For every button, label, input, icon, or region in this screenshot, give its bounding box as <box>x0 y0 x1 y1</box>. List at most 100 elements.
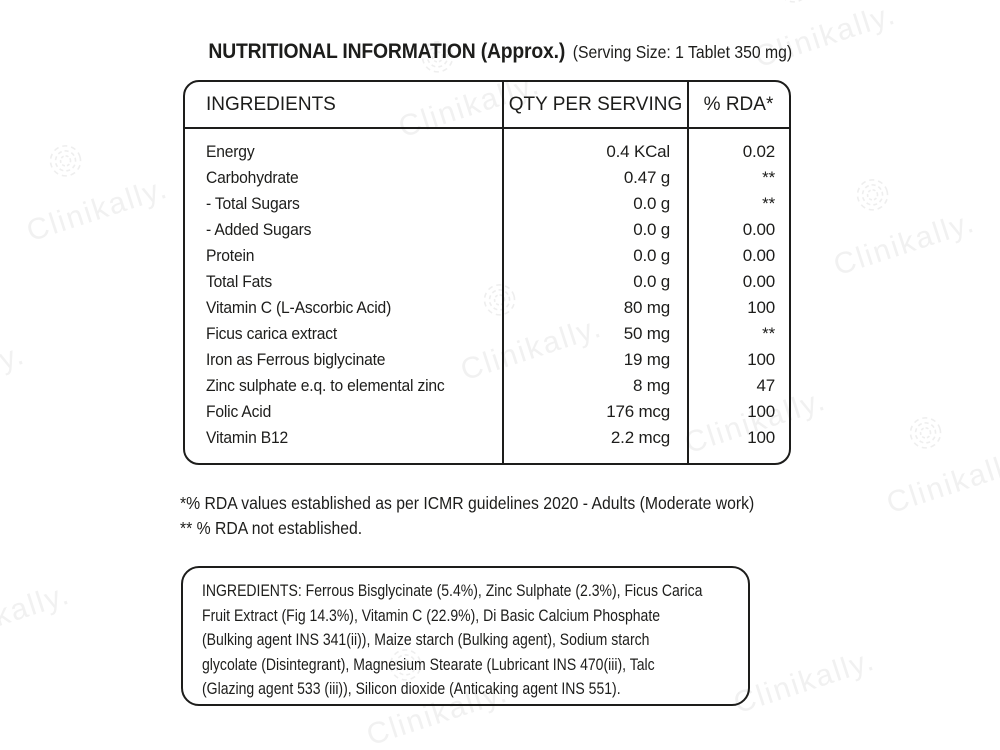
ingredient-name: Vitamin B12 <box>185 428 503 448</box>
ingredient-name-text: - Total Sugars <box>206 194 300 213</box>
table-row: Zinc sulphate e.q. to elemental zinc 8 m… <box>185 373 789 399</box>
ingredient-name-text: Folic Acid <box>206 402 272 421</box>
clinikally-logo-icon <box>49 145 82 177</box>
footnotes: *% RDA values established as per ICMR gu… <box>180 491 818 540</box>
table-row: Carbohydrate 0.47 g ** <box>185 165 789 191</box>
table-row: Folic Acid 176 mcg 100 <box>185 399 789 425</box>
ingredient-name-text: Energy <box>206 142 255 161</box>
table-row: Vitamin C (L-Ascorbic Acid) 80 mg 100 <box>185 295 789 321</box>
col-header-ingredients: INGREDIENTS <box>206 93 336 115</box>
table-row: Energy 0.4 KCal 0.02 <box>185 139 789 165</box>
table-row: Total Fats 0.0 g 0.00 <box>185 269 789 295</box>
ingredient-name: Energy <box>185 142 503 162</box>
rda-value: 0.00 <box>742 272 775 291</box>
column-divider-2 <box>687 82 689 463</box>
col-header-qty-per-serving: QTY PER SERVING <box>508 93 683 115</box>
ingredient-name: Ficus carica extract <box>185 324 503 344</box>
watermark: Clinikally. <box>363 649 513 750</box>
ingredient-name-text: Vitamin C (L-Ascorbic Acid) <box>206 298 392 317</box>
qty-value: 0.0 g <box>633 220 670 239</box>
rda-value: 100 <box>747 402 775 421</box>
clinikally-logo-icon <box>421 41 454 73</box>
rda-value: 0.00 <box>742 246 775 265</box>
watermark-text: Clinikally. <box>829 205 980 283</box>
ingredient-name: Iron as Ferrous biglycinate <box>185 350 503 370</box>
table-row: - Added Sugars 0.0 g 0.00 <box>185 217 789 243</box>
ingredient-name: - Added Sugars <box>185 220 503 240</box>
rda-value: 100 <box>747 298 775 317</box>
ingredient-name-text: Zinc sulphate e.q. to elemental zinc <box>206 376 445 395</box>
rda-value: ** <box>762 324 775 343</box>
table-header-row: INGREDIENTS QTY PER SERVING % RDA* <box>185 82 789 129</box>
clinikally-logo-icon <box>856 179 889 211</box>
nutrition-table: INGREDIENTS QTY PER SERVING % RDA* Energ… <box>183 80 791 465</box>
ingredient-name-text: Iron as Ferrous biglycinate <box>206 350 386 369</box>
watermark-text: Clinikally. <box>0 337 30 415</box>
ingredient-name: Carbohydrate <box>185 168 503 188</box>
qty-value: 0.4 KCal <box>606 142 670 161</box>
ingredient-name: Vitamin C (L-Ascorbic Acid) <box>185 298 503 318</box>
qty-value: 80 mg <box>623 298 670 317</box>
table-row: Iron as Ferrous biglycinate 19 mg 100 <box>185 347 789 373</box>
ingredient-name-text: - Added Sugars <box>206 220 312 239</box>
watermark: Clinikally. <box>0 338 30 416</box>
rda-value: 47 <box>756 376 775 395</box>
col-header-rda: % RDA* <box>703 93 774 115</box>
qty-value: 0.47 g <box>623 168 670 187</box>
ingredient-name: Total Fats <box>185 272 503 292</box>
clinikally-logo-icon <box>909 417 942 449</box>
rda-value: 0.00 <box>742 220 775 239</box>
watermark: Clinikally. <box>730 644 880 722</box>
rda-value: ** <box>762 168 775 187</box>
ingredient-name-text: Ficus carica extract <box>206 324 338 343</box>
qty-value: 19 mg <box>623 350 670 369</box>
ingredient-name: Zinc sulphate e.q. to elemental zinc <box>185 376 503 396</box>
qty-value: 8 mg <box>633 376 670 395</box>
footnote-line: ** % RDA not established. <box>180 516 818 541</box>
watermark: Clinikally. <box>395 41 545 146</box>
watermark: Clinikally. <box>0 578 75 656</box>
ingredients-text: INGREDIENTS: Ferrous Bisglycinate (5.4%)… <box>202 582 703 699</box>
ingredient-name-text: Carbohydrate <box>206 168 299 187</box>
watermark: Clinikally. <box>22 145 173 250</box>
rda-value: 0.02 <box>742 142 775 161</box>
watermark-text: Clinikally. <box>882 443 1000 521</box>
qty-value: 50 mg <box>623 324 670 343</box>
rda-value: 100 <box>747 428 775 447</box>
footnote-rda-not-established: ** % RDA not established. <box>180 517 363 538</box>
clinikally-logo-icon <box>389 649 422 681</box>
page-title: NUTRITIONAL INFORMATION (Approx.) <box>208 39 565 63</box>
title-row: NUTRITIONAL INFORMATION (Approx.) (Servi… <box>0 39 1000 64</box>
watermark-text: Clinikally. <box>22 171 173 249</box>
footnote-rda-established: *% RDA values established as per ICMR gu… <box>180 493 755 513</box>
footnote-line: *% RDA values established as per ICMR gu… <box>180 491 818 516</box>
qty-value: 0.0 g <box>633 246 670 265</box>
table-body: Energy 0.4 KCal 0.02 Carbohydrate 0.47 g… <box>185 129 789 451</box>
table-row: - Total Sugars 0.0 g ** <box>185 191 789 217</box>
qty-value: 2.2 mcg <box>610 428 670 447</box>
qty-value: 0.0 g <box>633 272 670 291</box>
table-row: Vitamin B12 2.2 mcg 100 <box>185 425 789 451</box>
watermark: Clinikally. <box>829 179 980 284</box>
ingredient-name: Folic Acid <box>185 402 503 422</box>
rda-value: 100 <box>747 350 775 369</box>
qty-value: 0.0 g <box>633 194 670 213</box>
watermark: Clinikally. <box>882 417 1000 522</box>
ingredient-name-text: Protein <box>206 246 255 265</box>
ingredient-name: - Total Sugars <box>185 194 503 214</box>
ingredient-name: Protein <box>185 246 503 266</box>
serving-size-note: (Serving Size: 1 Tablet 350 mg) <box>572 42 792 62</box>
clinikally-logo-icon <box>777 0 810 3</box>
column-divider-1 <box>502 82 504 463</box>
ingredient-name-text: Vitamin B12 <box>206 428 289 447</box>
title-inner: NUTRITIONAL INFORMATION (Approx.) (Servi… <box>208 39 792 64</box>
rda-value: ** <box>762 194 775 213</box>
table-row: Protein 0.0 g 0.00 <box>185 243 789 269</box>
watermark-text: Clinikally. <box>729 643 880 721</box>
watermark-text: Clinikally. <box>0 577 75 655</box>
table-row: Ficus carica extract 50 mg ** <box>185 321 789 347</box>
ingredient-name-text: Total Fats <box>206 272 272 291</box>
ingredients-box: INGREDIENTS: Ferrous Bisglycinate (5.4%)… <box>181 566 750 706</box>
